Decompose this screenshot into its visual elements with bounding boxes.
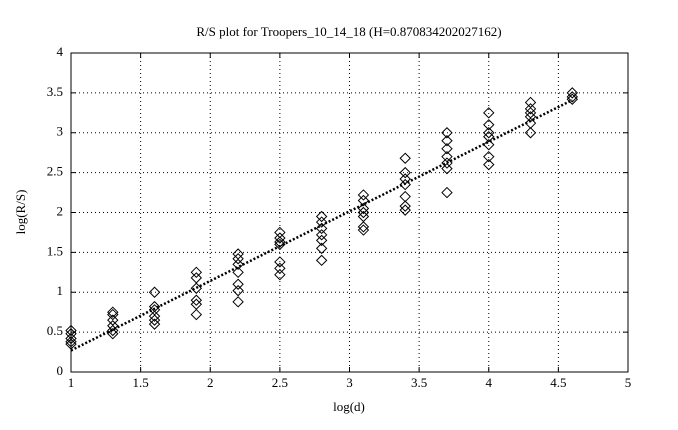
point bbox=[357, 221, 370, 233]
point bbox=[274, 268, 286, 281]
point bbox=[399, 190, 411, 203]
y-tick-label: 2.5 bbox=[47, 164, 63, 179]
y-tick-label: 4 bbox=[57, 44, 64, 59]
point bbox=[483, 139, 495, 151]
x-tick-label: 4 bbox=[486, 375, 493, 390]
point bbox=[483, 119, 495, 131]
point bbox=[232, 248, 244, 260]
point bbox=[232, 253, 244, 265]
x-tick-label: 3.5 bbox=[411, 375, 427, 390]
point bbox=[483, 158, 495, 171]
point bbox=[232, 266, 244, 279]
point bbox=[190, 272, 203, 284]
point bbox=[65, 324, 77, 337]
point bbox=[441, 142, 453, 155]
x-tick-label: 4.5 bbox=[550, 375, 566, 390]
x-tick-label: 1.5 bbox=[133, 375, 149, 390]
point bbox=[190, 294, 203, 306]
point bbox=[441, 157, 453, 169]
y-tick-label: 3 bbox=[57, 124, 64, 139]
point bbox=[399, 152, 411, 164]
point bbox=[315, 210, 328, 223]
y-axis-label: log(R/S) bbox=[13, 190, 28, 235]
x-tick-label: 3 bbox=[346, 375, 353, 390]
point bbox=[190, 308, 203, 321]
point bbox=[274, 262, 286, 275]
y-tick-label: 2 bbox=[57, 203, 64, 218]
point bbox=[232, 278, 244, 290]
point bbox=[148, 310, 161, 322]
x-tick-label: 1 bbox=[68, 375, 75, 390]
y-tick-label: 1 bbox=[57, 283, 64, 298]
point bbox=[315, 216, 328, 228]
point bbox=[441, 127, 453, 139]
point bbox=[441, 162, 453, 175]
point bbox=[232, 258, 244, 271]
y-tick-label: 0.5 bbox=[47, 323, 63, 338]
point bbox=[441, 135, 453, 147]
point bbox=[107, 306, 119, 318]
x-axis-label: log(d) bbox=[333, 399, 365, 414]
point bbox=[65, 332, 77, 345]
chart-title: R/S plot for Troopers_10_14_18 (H=0.8708… bbox=[196, 24, 501, 39]
point bbox=[315, 242, 328, 255]
point bbox=[357, 189, 370, 201]
point bbox=[107, 308, 119, 321]
point bbox=[315, 229, 328, 241]
point bbox=[357, 202, 370, 215]
point bbox=[483, 127, 495, 139]
x-tick-label: 2 bbox=[207, 375, 214, 390]
point bbox=[483, 107, 495, 119]
point bbox=[274, 232, 286, 244]
point bbox=[524, 96, 537, 109]
point bbox=[190, 282, 203, 294]
point bbox=[524, 127, 537, 139]
point bbox=[190, 266, 203, 279]
point bbox=[399, 200, 411, 212]
fit-line bbox=[70, 98, 573, 352]
point bbox=[148, 286, 161, 298]
point bbox=[148, 300, 161, 313]
point bbox=[441, 186, 453, 199]
y-tick-label: 1.5 bbox=[47, 243, 63, 258]
point bbox=[107, 324, 119, 337]
point bbox=[399, 166, 411, 179]
point bbox=[524, 103, 537, 115]
x-tick-label: 5 bbox=[625, 375, 632, 390]
point bbox=[274, 256, 286, 268]
point bbox=[315, 254, 328, 267]
point bbox=[232, 296, 244, 308]
point bbox=[483, 150, 495, 163]
point bbox=[357, 194, 370, 207]
point bbox=[315, 234, 328, 247]
point bbox=[566, 87, 579, 99]
x-tick-label: 2.5 bbox=[272, 375, 288, 390]
point bbox=[274, 226, 286, 239]
plot-frame bbox=[70, 52, 629, 373]
point bbox=[107, 314, 119, 326]
y-tick-label: 0 bbox=[57, 363, 64, 378]
point bbox=[524, 117, 537, 129]
point bbox=[232, 284, 244, 297]
point bbox=[274, 238, 286, 251]
point bbox=[107, 320, 119, 332]
point bbox=[566, 93, 579, 105]
y-tick-label: 3.5 bbox=[47, 84, 63, 99]
